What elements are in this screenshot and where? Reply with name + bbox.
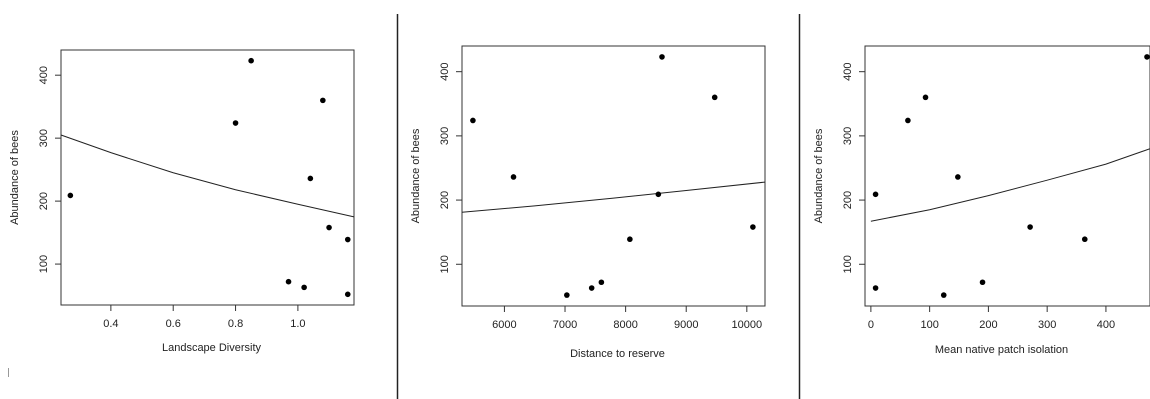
data-point bbox=[510, 174, 517, 180]
x-axis-title: Landscape Diversity bbox=[162, 342, 262, 354]
y-axis-title: Abundance of bees bbox=[9, 130, 21, 225]
x-axis-title: Distance to reserve bbox=[570, 348, 665, 360]
data-point bbox=[307, 175, 314, 182]
x-tick-label: 0.6 bbox=[166, 318, 181, 330]
data-point bbox=[1027, 224, 1033, 230]
data-point bbox=[655, 191, 662, 198]
y-tick-label: 400 bbox=[439, 62, 451, 80]
data-point bbox=[872, 285, 879, 291]
chart-panel: 6000 7000 8000 9000 10000 100 200 300 400 Distanc… bbox=[410, 45, 766, 360]
plot-frame bbox=[60, 49, 355, 306]
y-tick-label: 100 bbox=[38, 255, 50, 273]
data-point bbox=[326, 224, 332, 231]
fit-line bbox=[870, 148, 1150, 222]
x-tick-label: 200 bbox=[979, 319, 997, 331]
y-tick-label: 200 bbox=[38, 192, 50, 210]
data-point bbox=[659, 54, 665, 60]
data-point bbox=[344, 291, 351, 298]
data-point bbox=[711, 94, 718, 101]
y-tick-label: 300 bbox=[842, 127, 854, 145]
data-point bbox=[301, 284, 307, 291]
y-tick-label: 400 bbox=[842, 62, 854, 80]
chart-panel: 0.4 0.6 0.8 1.0 100 200 300 400 Landscape Divers… bbox=[9, 49, 355, 354]
y-tick-label: 100 bbox=[842, 255, 854, 273]
data-point bbox=[232, 120, 239, 126]
data-point bbox=[872, 191, 879, 198]
x-tick-label: 0.4 bbox=[103, 318, 118, 330]
data-point bbox=[564, 292, 570, 298]
y-tick-label: 200 bbox=[842, 191, 854, 209]
data-point bbox=[1081, 236, 1088, 243]
data-point bbox=[344, 236, 351, 243]
x-tick-label: 1.0 bbox=[290, 318, 305, 330]
x-tick-label: 6000 bbox=[492, 319, 516, 331]
y-tick-label: 200 bbox=[439, 191, 451, 209]
x-tick-label: 9000 bbox=[674, 319, 698, 331]
data-point bbox=[470, 117, 476, 124]
data-point bbox=[750, 224, 756, 230]
x-tick-label: 7000 bbox=[553, 319, 577, 331]
data-point bbox=[248, 57, 254, 64]
y-tick-label: 400 bbox=[38, 66, 50, 84]
data-point bbox=[598, 279, 605, 286]
data-point bbox=[922, 94, 929, 101]
x-tick-label: 100 bbox=[920, 319, 938, 331]
data-point bbox=[905, 117, 911, 124]
fit-line bbox=[60, 134, 355, 218]
data-point bbox=[1144, 54, 1150, 60]
data-point bbox=[285, 278, 292, 285]
y-tick-label: 300 bbox=[38, 129, 50, 147]
plot-frame bbox=[864, 45, 1150, 307]
x-tick-label: 300 bbox=[1038, 319, 1056, 331]
x-tick-label: 0.8 bbox=[228, 318, 243, 330]
y-axis-title: Abundance of bees bbox=[813, 128, 825, 223]
plot-frame bbox=[461, 45, 766, 307]
x-tick-label: 400 bbox=[1097, 319, 1115, 331]
x-tick-label: 0 bbox=[868, 319, 874, 331]
x-tick-label: 10000 bbox=[732, 319, 763, 331]
y-axis-title: Abundance of bees bbox=[410, 128, 422, 223]
x-tick-label: 8000 bbox=[613, 319, 637, 331]
data-point bbox=[940, 292, 947, 298]
x-axis-title: Mean native patch isolation bbox=[935, 344, 1068, 356]
data-point bbox=[320, 97, 326, 104]
data-point bbox=[627, 236, 633, 243]
data-point bbox=[588, 285, 595, 291]
fit-line bbox=[461, 181, 766, 213]
data-point bbox=[979, 279, 986, 286]
data-point bbox=[67, 192, 74, 199]
chart-panel: 0 100 200 300 400 100 200 300 400 Mean native pat… bbox=[813, 45, 1150, 356]
data-point bbox=[955, 174, 961, 180]
y-tick-label: 100 bbox=[439, 255, 451, 273]
y-tick-label: 300 bbox=[439, 127, 451, 145]
